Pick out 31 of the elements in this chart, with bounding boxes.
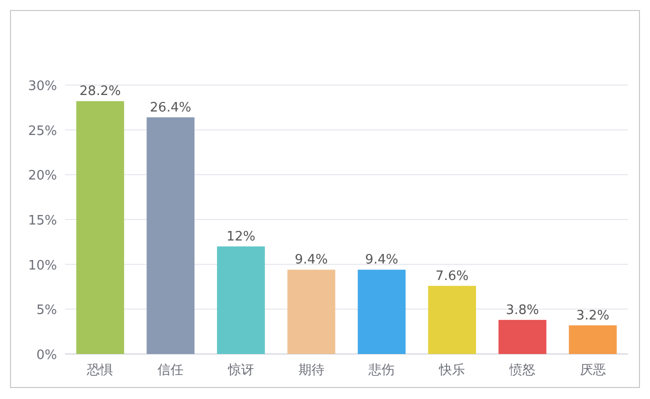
x-tick-label: 恐惧 bbox=[86, 363, 114, 378]
bar bbox=[358, 270, 406, 354]
x-tick-label: 信任 bbox=[158, 363, 184, 378]
x-tick-label: 厌恶 bbox=[580, 363, 606, 378]
x-tick-label: 快乐 bbox=[438, 363, 466, 378]
y-tick-label: 5% bbox=[36, 303, 57, 318]
x-tick-label: 悲伤 bbox=[368, 363, 395, 378]
y-tick-label: 15% bbox=[28, 214, 57, 228]
data-label: 28.2% bbox=[80, 84, 121, 100]
bar bbox=[428, 286, 476, 354]
data-label: 9.4% bbox=[294, 252, 328, 268]
y-tick-label: 20% bbox=[28, 168, 57, 184]
y-tick-label: 30% bbox=[28, 79, 57, 94]
data-label: 26.4% bbox=[150, 100, 192, 116]
bar bbox=[76, 101, 124, 354]
x-tick-label: 期待 bbox=[298, 363, 324, 378]
bar bbox=[217, 246, 265, 354]
y-tick-label: 25% bbox=[28, 124, 57, 139]
data-label: 3.2% bbox=[576, 308, 610, 324]
data-label: 12% bbox=[226, 229, 256, 244]
x-tick-label: 惊讶 bbox=[226, 362, 254, 378]
bar bbox=[146, 117, 194, 354]
y-tick-label: 10% bbox=[28, 258, 57, 274]
y-tick-label: 0% bbox=[36, 348, 57, 363]
bar bbox=[498, 320, 546, 354]
data-label: 3.8% bbox=[506, 302, 539, 318]
bar bbox=[568, 325, 617, 354]
x-tick-label: 愤怒 bbox=[508, 363, 536, 378]
data-label: 7.6% bbox=[436, 268, 469, 284]
data-label: 9.4% bbox=[365, 252, 398, 268]
bar bbox=[287, 270, 336, 354]
